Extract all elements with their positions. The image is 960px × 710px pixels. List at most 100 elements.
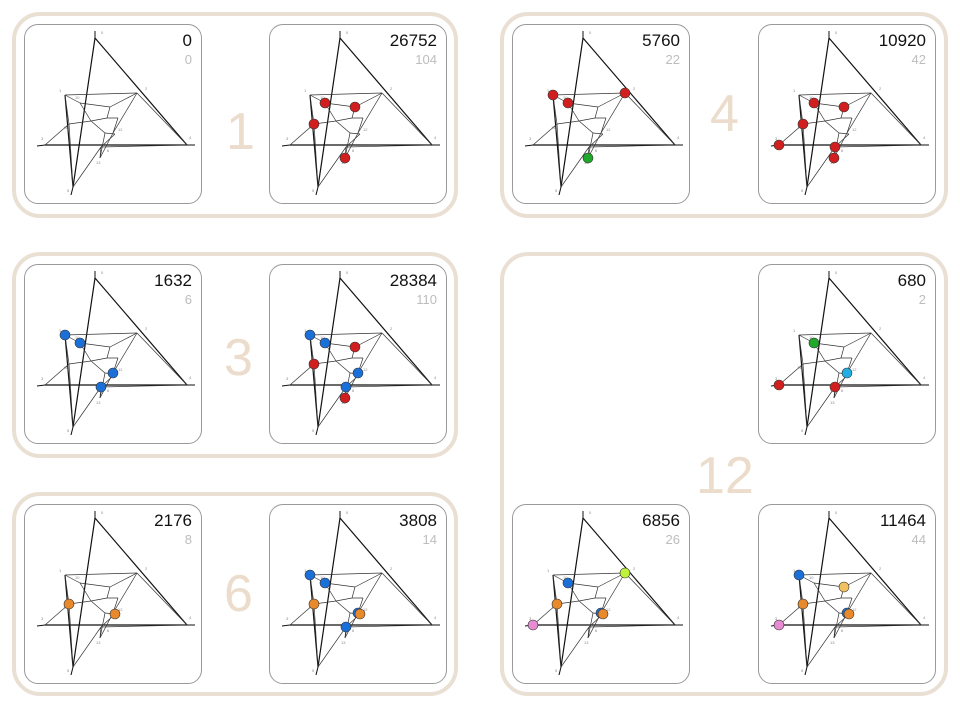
graph-edge — [99, 132, 114, 159]
graph-edge — [870, 92, 922, 146]
vertex-label: 12 — [363, 607, 368, 612]
graph-edge — [313, 603, 319, 668]
vertex-label: 13 — [830, 640, 835, 645]
vertex-label: 6 — [352, 148, 355, 153]
graph-edge — [289, 603, 315, 626]
graph-edge — [94, 517, 188, 626]
vertex-label: 6 — [107, 148, 110, 153]
graph-edge — [578, 600, 594, 614]
vertex-label: 4 — [434, 615, 437, 620]
vertex-dot-red — [319, 97, 331, 109]
graph-edge — [90, 360, 106, 374]
vertex-label: 5 — [801, 188, 804, 193]
vertex-label: 14 — [63, 365, 68, 370]
graph-edge — [838, 132, 850, 135]
graph-edge — [64, 574, 74, 668]
graph-edge — [72, 386, 102, 428]
group-label: 12 — [696, 447, 754, 505]
graph-edge — [64, 574, 81, 584]
vertex-label: 3 — [775, 136, 778, 141]
graph-edge — [309, 574, 319, 668]
graph-edge — [560, 146, 590, 188]
group-6: 6 — [12, 492, 458, 696]
graph-edge — [72, 146, 102, 188]
vertex-dot-red — [349, 341, 361, 353]
vertex-label: 1 — [59, 328, 62, 333]
vertex-label: 2 — [145, 566, 148, 571]
vertex-dot-orange — [109, 608, 121, 620]
vertex-label: 2 — [145, 326, 148, 331]
graph-edge — [72, 37, 96, 188]
vertex-label: 5 — [555, 668, 558, 673]
graph-edge — [588, 133, 604, 148]
graph-edge — [828, 37, 922, 146]
graph-edge — [90, 120, 106, 134]
graph-edge — [558, 186, 562, 196]
diagram-card: 0 1 2 3 4 5 10 12 13 14 6 680 2 — [758, 264, 936, 444]
graph-edge — [524, 144, 534, 147]
vertex-dot-red — [808, 97, 820, 109]
vertex-label: 0 — [101, 270, 104, 275]
graph-edge — [64, 332, 138, 336]
graph-edge — [594, 106, 599, 119]
graph-edge — [824, 120, 840, 134]
graph-edge — [64, 572, 138, 576]
diagram-card: 0 1 2 3 4 5 10 12 13 14 6 0 0 — [24, 24, 202, 204]
graph-edge — [317, 517, 341, 668]
graph-edge — [72, 277, 96, 428]
graph-edge — [44, 603, 70, 626]
vertex-label: 1 — [793, 328, 796, 333]
vertex-dot-blue — [107, 367, 119, 379]
graph-edge — [136, 332, 188, 386]
vertex-label: 4 — [434, 375, 437, 380]
graph-edge — [315, 666, 319, 676]
vertex-label: 5 — [67, 428, 70, 433]
graph-edge — [806, 146, 836, 188]
vertex-label: 6 — [595, 628, 598, 633]
graph-edge — [828, 277, 922, 386]
graph-edge — [90, 597, 108, 602]
vertex-label: 10 — [75, 95, 80, 100]
vertex-label: 1 — [793, 88, 796, 93]
vertex-dot-blue — [319, 577, 331, 589]
graph-edge — [90, 357, 108, 362]
count-value: 6856 — [642, 511, 680, 530]
count-value: 3808 — [399, 511, 437, 530]
vertex-label: 3 — [775, 376, 778, 381]
vertex-label: 0 — [101, 30, 104, 35]
vertex-label: 12 — [852, 367, 857, 372]
count-value: 680 — [897, 271, 926, 290]
vertex-dot-red — [773, 379, 785, 391]
sub-value: 26 — [665, 532, 680, 547]
vertex-dot-orange — [797, 598, 809, 610]
vertex-label: 4 — [677, 615, 680, 620]
vertex-label: 5 — [555, 188, 558, 193]
vertex-label: 3 — [41, 616, 44, 621]
graph-edge — [335, 597, 353, 602]
graph-edge — [532, 123, 558, 146]
graph-edge — [778, 123, 804, 146]
vertex-label: 14 — [797, 365, 802, 370]
vertex-label: 1 — [304, 568, 307, 573]
vertex-label: 5 — [67, 188, 70, 193]
vertex-label: 3 — [529, 136, 532, 141]
graph-edge — [281, 384, 291, 387]
graph-edge — [806, 517, 830, 668]
graph-edge — [846, 117, 853, 134]
vertex-label: 10 — [563, 95, 568, 100]
group-label: 1 — [226, 103, 255, 161]
vertex-dot-blue — [304, 329, 316, 341]
vertex-label: 3 — [286, 376, 289, 381]
vertex-label: 10 — [809, 335, 814, 340]
vertex-label: 12 — [852, 607, 857, 612]
vertex-dot-green — [582, 152, 594, 164]
graph-edge — [44, 123, 70, 146]
count-value: 28384 — [389, 271, 437, 290]
sub-value: 44 — [911, 532, 926, 547]
